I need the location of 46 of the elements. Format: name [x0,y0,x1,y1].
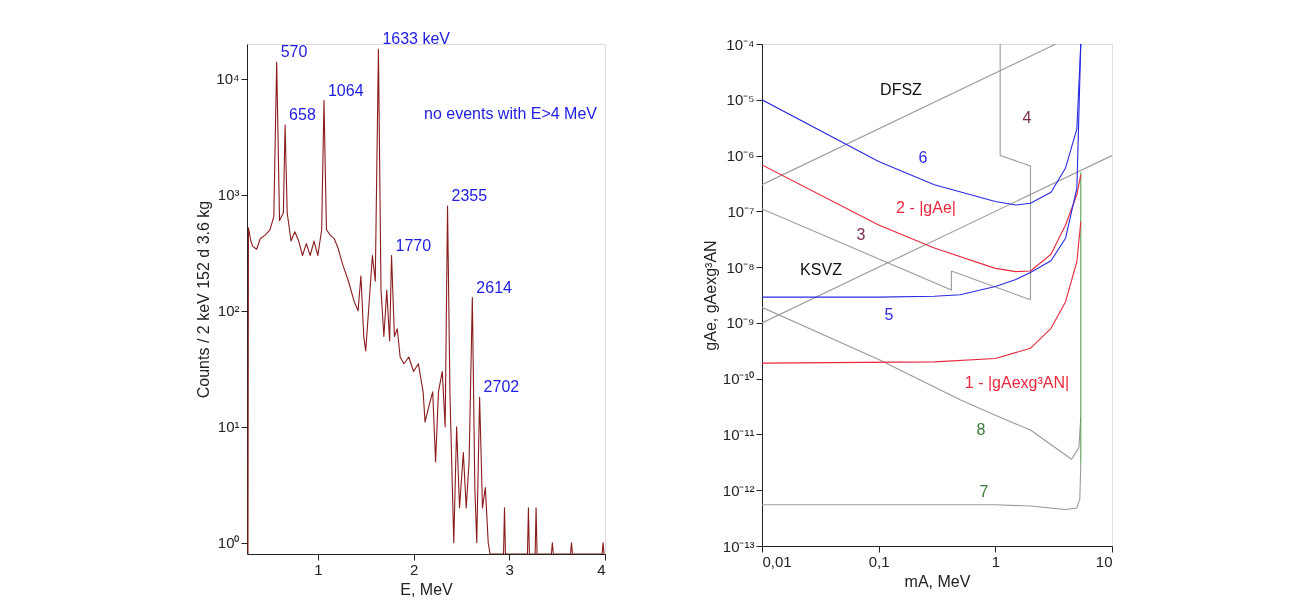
x-tick-label: 1 [991,552,1001,570]
y-tick-label: 10³ [217,186,240,204]
annotation: 1770 [395,236,432,254]
y-axis-title: gAe, gAexg³AN [701,240,719,351]
y-tick-label: 10⁻⁸ [726,258,755,276]
y-tick-label: 10⁻⁷ [727,202,755,220]
annotation: DFSZ [880,81,923,98]
annotation: 3 [856,226,866,243]
x-axis-title: E, MeV [400,580,454,598]
y-tick-label: 10⁻⁵ [726,91,755,109]
x-tick-label: 1 [314,560,323,578]
annotation: 2355 [451,187,488,205]
annotation: 570 [280,42,308,60]
annotation: 2702 [483,378,520,396]
annotation: 7 [979,483,989,500]
annotation: 2614 [476,278,513,296]
y-tick-label: 10⁰ [217,534,240,552]
annotation: KSVZ [800,261,843,278]
annotation: 6 [918,149,928,166]
y-tick-label: 10² [217,302,240,320]
annotation: 1064 [327,81,364,99]
y-tick-label: 10⁻¹¹ [722,425,755,443]
y-tick-label: 10⁴ [216,70,240,88]
x-tick-label: 3 [505,560,514,578]
y-tick-label: 10⁻⁶ [726,147,755,165]
annotation: 1633 keV [382,30,451,48]
annotation: 658 [289,106,316,124]
y-tick-label: 10⁻¹⁰ [722,370,755,388]
x-tick-label: 0,01 [762,552,792,570]
y-tick-label: 10¹ [217,418,240,436]
annotation: 5 [884,306,894,323]
y-tick-label: 10⁻¹³ [722,537,755,555]
y-axis-title: Counts / 2 keV 152 d 3.6 kg [195,200,213,399]
x-tick-label: 10 [1095,552,1113,570]
y-tick-label: 10⁻¹² [722,481,755,499]
x-tick-label: 2 [409,560,419,578]
annotation: 8 [976,421,986,438]
x-tick-label: 0,1 [868,552,890,570]
y-tick-label: 10⁻⁴ [726,35,755,53]
annotation: 1 - |gAexg³AN| [964,374,1070,391]
y-tick-label: 10⁻⁹ [726,314,755,332]
x-tick-label: 4 [597,560,606,578]
annotation: no events with E>4 MeV [424,105,598,122]
annotation: 2 - |gAe| [896,199,956,216]
x-axis-title: mA, MeV [904,572,971,590]
annotation: 4 [1022,109,1032,126]
